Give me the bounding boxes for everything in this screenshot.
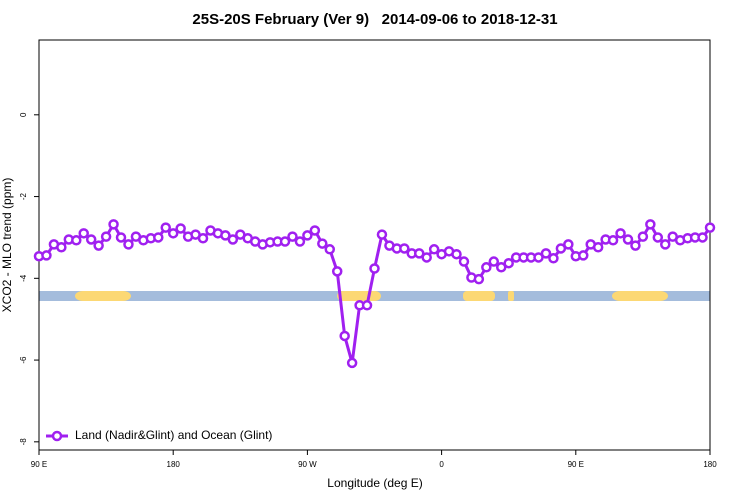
- plot-frame: [38, 39, 711, 451]
- point: [115, 232, 127, 243]
- point: [645, 219, 656, 230]
- point: [481, 262, 492, 273]
- point: [540, 248, 552, 259]
- y-tick-label: -8: [19, 438, 28, 446]
- point: [41, 250, 52, 261]
- land-ocean-band: [39, 291, 710, 301]
- point: [85, 234, 97, 245]
- legend: Land (Nadir&Glint) and Ocean (Glint): [46, 428, 272, 442]
- land-band: [612, 291, 668, 301]
- point: [220, 230, 231, 241]
- point: [637, 231, 649, 242]
- point: [555, 243, 567, 254]
- x-tick-label: 180: [703, 460, 717, 469]
- point: [197, 233, 209, 244]
- point: [167, 228, 179, 239]
- point: [503, 257, 514, 269]
- point: [533, 252, 544, 263]
- point: [339, 330, 350, 342]
- y-tick-label: -4: [19, 274, 28, 282]
- point: [622, 234, 634, 245]
- point: [428, 244, 440, 255]
- point: [153, 232, 164, 243]
- point: [607, 235, 619, 246]
- point: [93, 240, 104, 251]
- x-tick-label: 90 E: [568, 460, 584, 469]
- point: [108, 219, 119, 230]
- x-tick-label: 90 E: [31, 460, 47, 469]
- point: [100, 231, 112, 242]
- land-band: [75, 291, 131, 301]
- point: [376, 229, 388, 240]
- chart-title: 25S-20S February (Ver 9) 2014-09-06 to 2…: [192, 11, 557, 28]
- point: [421, 252, 432, 263]
- point: [346, 357, 358, 369]
- point: [56, 241, 67, 253]
- point: [458, 256, 470, 267]
- point: [324, 244, 336, 255]
- point: [592, 241, 604, 253]
- point: [563, 239, 574, 250]
- point: [279, 236, 291, 247]
- point: [697, 232, 708, 243]
- x-tick-label: 0: [439, 460, 444, 469]
- x-axis-title: Longitude (deg E): [327, 476, 422, 490]
- land-band: [337, 291, 381, 301]
- y-tick-label: -2: [19, 192, 28, 200]
- point: [615, 228, 626, 239]
- point: [399, 243, 410, 254]
- x-tick-label: 180: [167, 460, 181, 469]
- point: [71, 235, 82, 246]
- y-axis-title: XCO2 - MLO trend (ppm): [0, 178, 14, 313]
- land-band: [508, 291, 514, 301]
- point: [317, 238, 328, 249]
- point: [578, 250, 589, 261]
- point: [302, 230, 313, 241]
- point: [548, 253, 559, 264]
- point: [123, 239, 134, 250]
- y-tick-label: 0: [19, 112, 28, 117]
- point: [495, 262, 507, 273]
- point: [331, 266, 343, 277]
- point: [175, 223, 186, 234]
- point: [369, 263, 380, 274]
- point: [473, 273, 485, 285]
- point: [630, 240, 641, 251]
- point: [294, 236, 306, 247]
- point: [78, 228, 89, 239]
- point: [287, 231, 298, 242]
- land-band: [463, 291, 495, 301]
- point: [309, 225, 321, 236]
- point: [652, 232, 664, 243]
- point: [660, 239, 671, 250]
- point: [451, 248, 462, 260]
- x-tick-label: 90 W: [298, 460, 317, 469]
- point: [488, 256, 500, 267]
- legend-marker: [51, 430, 63, 442]
- y-tick-label: -6: [19, 356, 28, 364]
- point: [160, 222, 171, 233]
- point: [704, 222, 716, 233]
- point: [227, 234, 239, 245]
- point: [361, 300, 373, 311]
- legend-label: Land (Nadir&Glint) and Ocean (Glint): [75, 428, 272, 442]
- point: [413, 248, 425, 259]
